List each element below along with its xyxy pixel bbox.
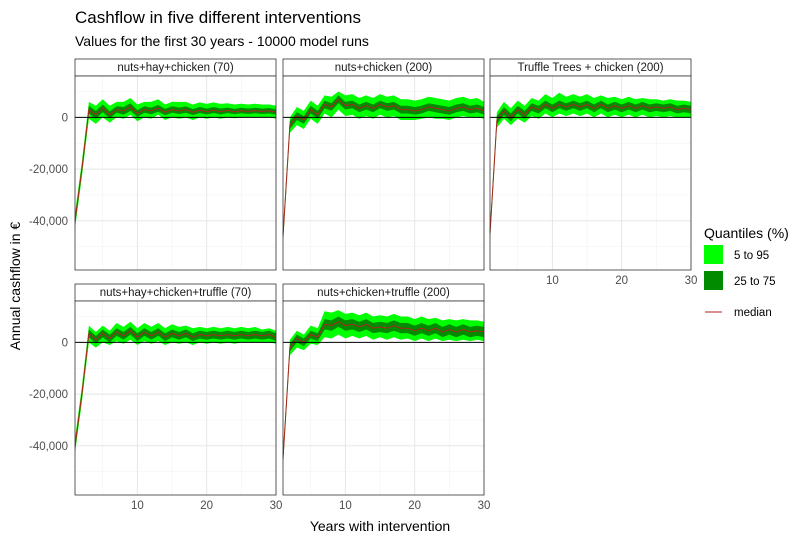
x-tick-label: 10 <box>546 275 559 287</box>
facet-panel: nuts+hay+chicken (70) <box>74 58 277 271</box>
legend: Quantiles (%) 5 to 95 25 to 75 median <box>704 225 789 319</box>
facet-strip-label: nuts+hay+chicken (70) <box>117 62 234 74</box>
y-tick-label: 0 <box>62 112 68 124</box>
x-tick-label: 30 <box>478 500 491 512</box>
legend-label-25-75: 25 to 75 <box>734 276 776 288</box>
y-tick-label: -20,000 <box>29 164 68 176</box>
y-axis-title: Annual cashflow in € <box>7 222 23 351</box>
x-tick-label: 20 <box>200 500 213 512</box>
facet-panel: nuts+chicken+truffle (200) <box>282 283 485 496</box>
y-tick-label: -20,000 <box>29 389 68 401</box>
chart-title: Cashflow in five different interventions <box>75 8 361 27</box>
median-line <box>74 330 277 446</box>
ribbon-25-75 <box>490 100 691 238</box>
x-tick-label: 10 <box>131 500 144 512</box>
median-line <box>282 98 485 237</box>
legend-swatch-5-95 <box>704 245 723 264</box>
facet-panel: nuts+hay+chicken+truffle (70) <box>74 283 277 496</box>
median-line <box>489 103 692 234</box>
facet-panel: Truffle Trees + chicken (200) <box>489 58 692 271</box>
legend-label-median: median <box>734 307 772 319</box>
legend-label-5-95: 5 to 95 <box>734 250 769 262</box>
chart-subtitle: Values for the first 30 years - 10000 mo… <box>75 33 369 49</box>
panel-border <box>74 75 277 271</box>
ribbon-25-75 <box>283 316 484 463</box>
ribbon-25-75 <box>75 103 276 225</box>
facets: nuts+hay+chicken (70) nuts+chicken (200) T… <box>74 58 692 496</box>
y-tick-label: -40,000 <box>29 441 68 453</box>
facet-panel: nuts+chicken (200) <box>282 58 485 271</box>
facet-strip-label: nuts+hay+chicken+truffle (70) <box>100 287 252 299</box>
median-line <box>282 321 485 459</box>
panel-border <box>282 75 485 271</box>
facet-strip-label: Truffle Trees + chicken (200) <box>517 62 663 74</box>
y-tick-label: 0 <box>62 337 68 349</box>
x-axis-title: Years with intervention <box>310 518 450 534</box>
x-tick-label: 30 <box>270 500 283 512</box>
facet-strip-label: nuts+chicken+truffle (200) <box>317 287 450 299</box>
legend-title: Quantiles (%) <box>704 225 789 241</box>
panel-border <box>489 75 692 271</box>
x-tick-label: 20 <box>408 500 421 512</box>
legend-swatch-25-75 <box>704 271 723 290</box>
panel-border <box>282 300 485 496</box>
facet-strip-label: nuts+chicken (200) <box>335 62 433 74</box>
panel-border <box>74 300 277 496</box>
median-line <box>74 106 277 221</box>
y-tick-label: -40,000 <box>29 216 68 228</box>
axes: 0 0 -20,000 -20,000 -40,000 -40,000 10 20 30 10 20… <box>29 112 697 512</box>
x-tick-label: 30 <box>685 275 698 287</box>
ribbon-25-75 <box>283 95 484 241</box>
x-tick-label: 20 <box>615 275 628 287</box>
x-tick-label: 10 <box>339 500 352 512</box>
